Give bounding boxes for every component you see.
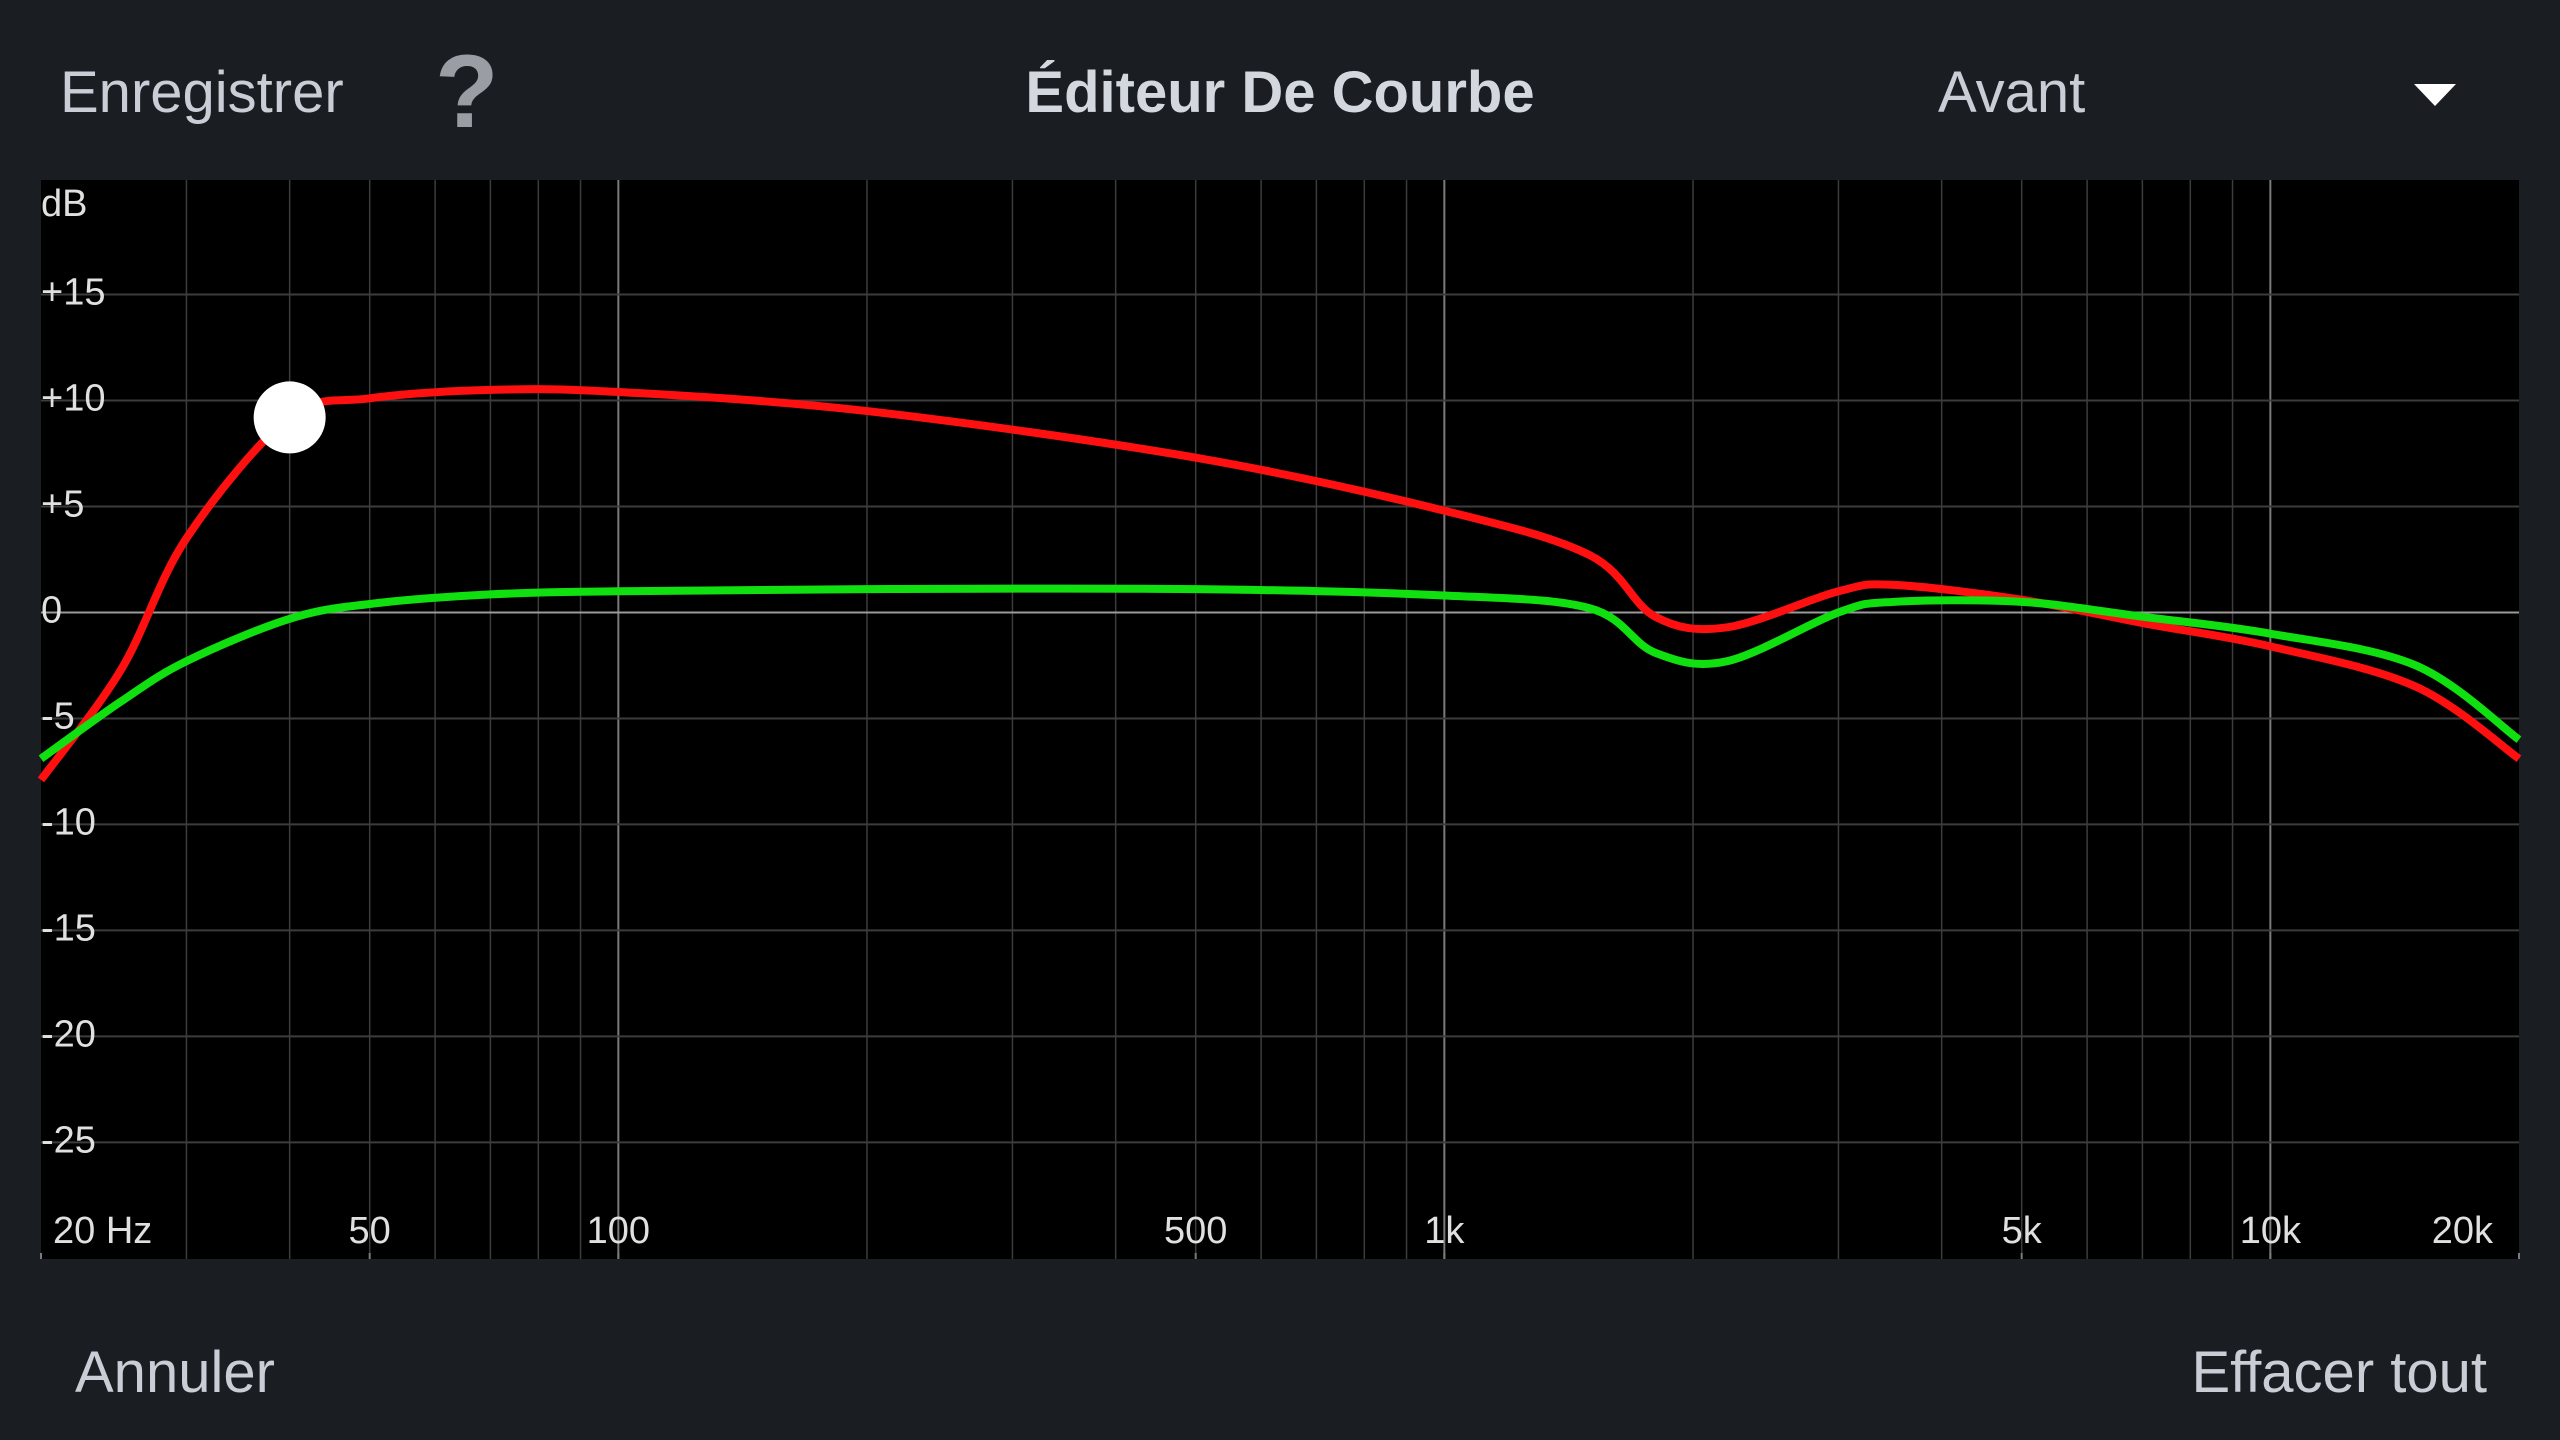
y-tick-label: -20: [41, 1013, 96, 1055]
y-tick-label: +10: [41, 377, 105, 419]
x-tick-label: 500: [1164, 1210, 1227, 1252]
y-tick-label: -15: [41, 907, 96, 949]
y-axis-label: dB: [41, 183, 87, 225]
dropdown-value[interactable]: Avant: [1938, 60, 2086, 125]
save-button[interactable]: Enregistrer: [60, 60, 344, 125]
x-tick-label: 1k: [1424, 1210, 1465, 1252]
y-tick-label: +15: [41, 272, 105, 314]
dropdown-arrow[interactable]: [2410, 80, 2460, 110]
y-tick-label: 0: [41, 589, 62, 631]
cancel-button[interactable]: Annuler: [75, 1340, 275, 1405]
control-point[interactable]: [253, 381, 326, 454]
x-tick-label: 10k: [2240, 1210, 2302, 1252]
plot-area: [41, 180, 2519, 1259]
x-tick-label: 5k: [2002, 1210, 2043, 1252]
y-tick-label: -5: [41, 695, 75, 737]
x-tick-label: 100: [587, 1210, 650, 1252]
y-tick-label: +5: [41, 483, 84, 525]
curve-line: [38, 584, 2522, 762]
y-tick-label: -25: [41, 1119, 96, 1161]
curve-chart: dB +15 +10 +5 0 -5 -10 -15 -20 -25 20 Hz 50 100 500 1…: [37, 180, 2522, 1259]
x-tick-label: 20k: [2432, 1210, 2494, 1252]
x-tick-label: 50: [349, 1210, 391, 1252]
y-tick-label: -10: [41, 801, 96, 843]
clear-button[interactable]: Effacer tout: [2191, 1340, 2487, 1405]
x-tick-label: 20 Hz: [53, 1210, 152, 1252]
screen-title: Éditeur De Courbe: [1025, 60, 1535, 125]
help-button[interactable]: ?: [435, 34, 499, 150]
